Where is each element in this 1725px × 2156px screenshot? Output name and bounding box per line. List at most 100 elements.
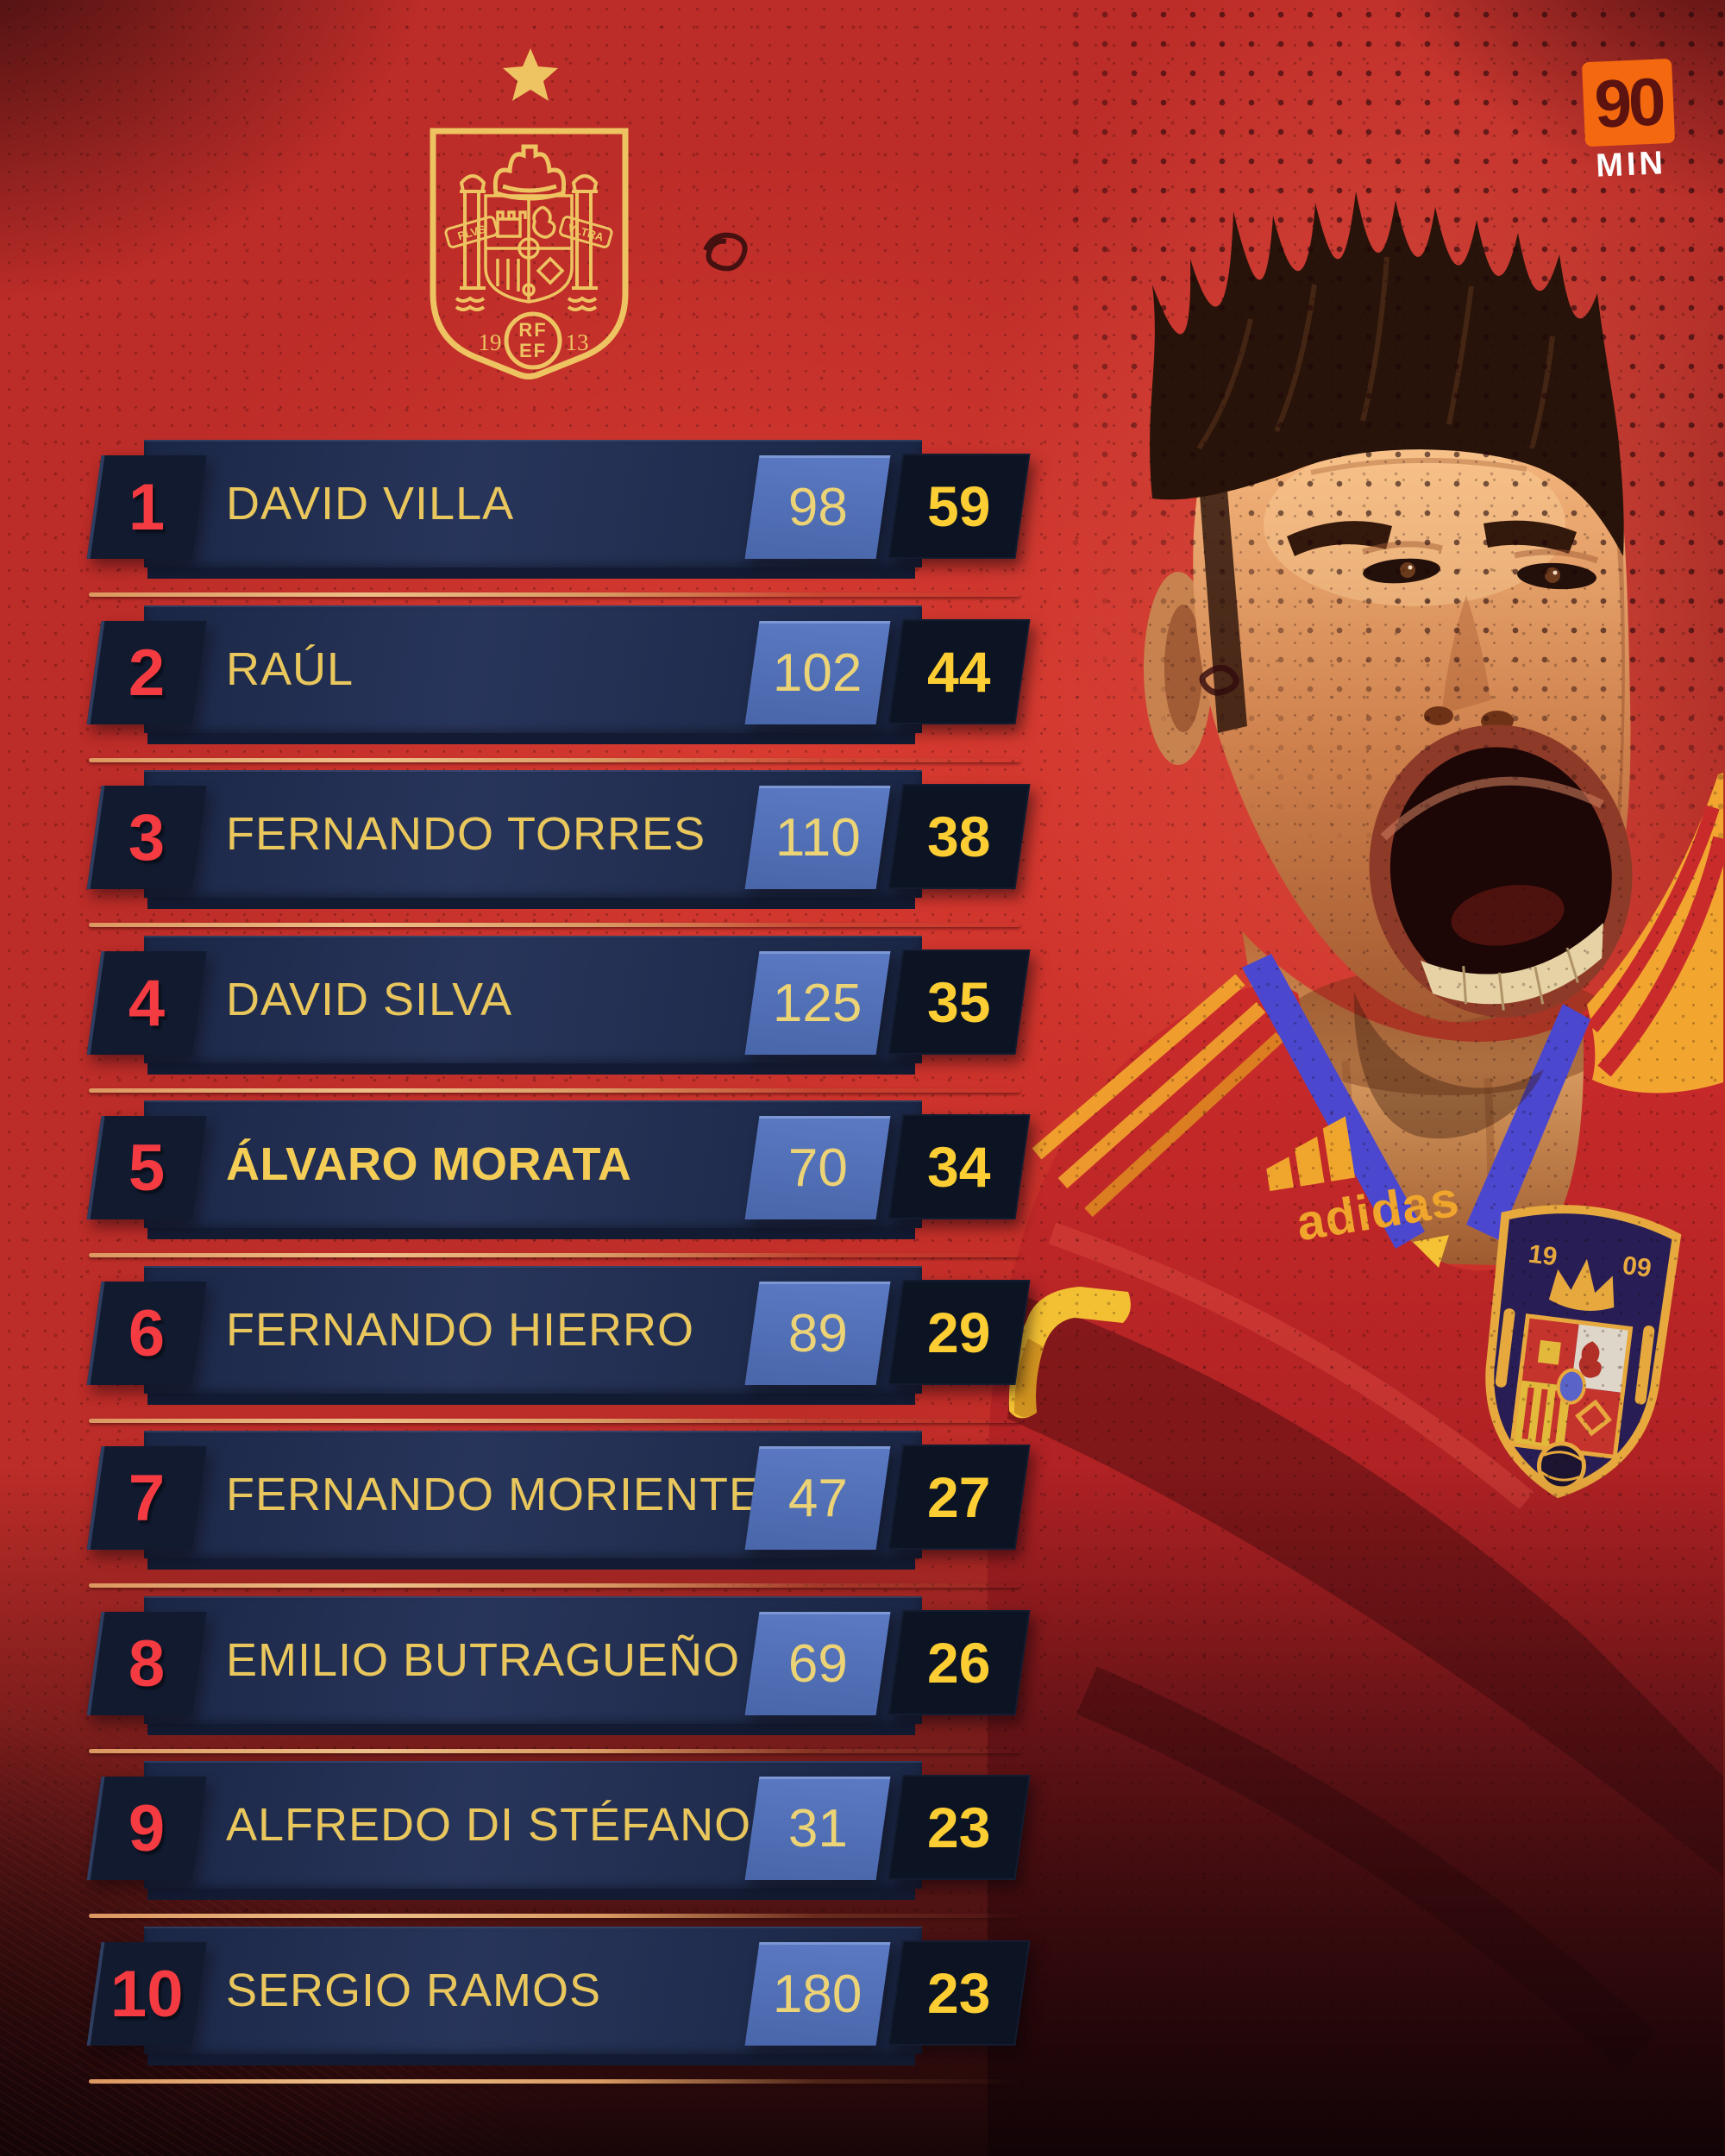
rank-number: 6 [128, 1296, 166, 1369]
caps-box: 98 [744, 455, 891, 559]
player-name: FERNANDO HIERRO [226, 1303, 695, 1356]
row-separator [89, 1418, 1020, 1423]
caps-value: 89 [787, 1303, 848, 1363]
row-separator [89, 1748, 1020, 1753]
rank-badge: 10 [86, 1941, 207, 2046]
goals-box: 44 [888, 618, 1031, 724]
caps-box: 70 [744, 1116, 891, 1219]
goals-box: 35 [888, 949, 1031, 1055]
goals-value: 38 [927, 805, 991, 868]
rank-badge: 4 [86, 950, 207, 1055]
player-name: EMILIO BUTRAGUEÑO [226, 1633, 741, 1686]
goals-value: 34 [927, 1135, 991, 1199]
goals-value: 26 [927, 1630, 991, 1695]
caps-box: 89 [744, 1281, 891, 1385]
goals-box: 34 [888, 1114, 1031, 1219]
caps-value: 70 [787, 1138, 848, 1198]
player-name: FERNANDO MORIENTES [226, 1469, 794, 1520]
player-row: 4 DAVID SILVA 125 35 [82, 935, 1031, 1117]
caps-box: 102 [744, 620, 891, 724]
player-row: 10 SERGIO RAMOS 180 23 [82, 1926, 1031, 2108]
player-name: SERGIO RAMOS [226, 1964, 602, 2016]
rank-number: 8 [128, 1626, 166, 1700]
row-separator [89, 923, 1020, 927]
row-separator [89, 1583, 1020, 1588]
rank-number: 2 [128, 636, 166, 709]
rfef-crest: PLVS VLTRA RF EF 19 13 [430, 48, 629, 379]
row-separator [89, 1087, 1020, 1093]
goals-value: 59 [927, 474, 991, 538]
rank-badge: 7 [86, 1446, 207, 1550]
rank-badge: 8 [86, 1611, 207, 1715]
caps-box: 110 [744, 786, 891, 889]
player-name: DAVID SILVA [226, 973, 513, 1025]
svg-text:EF: EF [519, 340, 547, 361]
crest-star [503, 48, 558, 101]
player-row: 3 FERNANDO TORRES 110 38 [82, 770, 1031, 951]
caps-value: 110 [775, 807, 861, 868]
goals-box: 23 [888, 1940, 1031, 2046]
caps-value: 125 [773, 973, 862, 1032]
svg-text:13: 13 [566, 329, 589, 355]
goals-box: 23 [888, 1775, 1031, 1880]
goals-box: 38 [888, 784, 1031, 889]
svg-text:19: 19 [479, 329, 502, 355]
player-name: ALFREDO DI STÉFANO [226, 1799, 752, 1851]
caps-value: 98 [787, 477, 848, 537]
crest-shield-outline [430, 128, 629, 379]
player-row: 6 FERNANDO HIERRO 89 29 [82, 1265, 1031, 1447]
player-row: 1 DAVID VILLA 98 59 [82, 440, 1031, 621]
player-name: FERNANDO TORRES [226, 808, 706, 860]
rank-number: 10 [110, 1957, 184, 2030]
goals-value: 29 [927, 1300, 991, 1364]
goals-box: 29 [888, 1279, 1031, 1385]
player-name: RAÚL [226, 642, 354, 695]
rank-number: 3 [128, 800, 166, 874]
rank-badge: 3 [86, 786, 207, 889]
caps-value: 102 [773, 642, 862, 702]
goals-box: 59 [888, 454, 1031, 559]
goals-value: 23 [927, 1796, 991, 1859]
player-row: 5 ÁLVARO MORATA 70 34 [82, 1100, 1031, 1282]
row-separator [89, 592, 1020, 597]
rank-number: 1 [128, 470, 166, 544]
goals-box: 27 [888, 1445, 1031, 1550]
rank-badge: 5 [86, 1116, 207, 1219]
rank-badge: 1 [86, 455, 207, 559]
caps-value: 31 [787, 1798, 848, 1858]
caps-box: 125 [744, 950, 891, 1055]
player-name: ÁLVARO MORATA [226, 1138, 632, 1190]
rank-number: 9 [128, 1791, 166, 1865]
caps-value: 47 [787, 1468, 848, 1528]
rank-number: 7 [128, 1461, 166, 1535]
rank-number: 5 [128, 1131, 166, 1205]
player-row: 7 FERNANDO MORIENTES 47 27 [82, 1431, 1031, 1612]
caps-value: 180 [773, 1964, 862, 2023]
crest-inner-shield [484, 194, 574, 304]
caps-box: 69 [744, 1611, 891, 1715]
player-row: 2 RAÚL 102 44 [82, 605, 1031, 787]
goals-value: 27 [927, 1465, 991, 1529]
goals-box: 26 [888, 1609, 1031, 1715]
rank-badge: 2 [86, 620, 207, 724]
crest-roundel [504, 311, 562, 370]
svg-text:RF: RF [518, 319, 547, 341]
caps-box: 180 [744, 1941, 891, 2046]
rank-badge: 9 [86, 1777, 207, 1880]
goals-value: 23 [927, 1960, 991, 2025]
player-name: DAVID VILLA [226, 478, 515, 530]
row-separator [89, 757, 1020, 762]
goals-value: 44 [927, 639, 991, 704]
caps-box: 31 [744, 1777, 891, 1880]
row-separator [89, 2078, 1020, 2084]
scribble-mark [703, 232, 748, 272]
rank-badge: 6 [86, 1281, 207, 1385]
player-row: 8 EMILIO BUTRAGUEÑO 69 26 [82, 1595, 1031, 1777]
row-separator [89, 1253, 1020, 1257]
rank-number: 4 [128, 966, 166, 1039]
player-row: 9 ALFREDO DI STÉFANO 31 23 [82, 1761, 1031, 1942]
goals-value: 35 [927, 969, 991, 1034]
row-separator [89, 1914, 1020, 1918]
